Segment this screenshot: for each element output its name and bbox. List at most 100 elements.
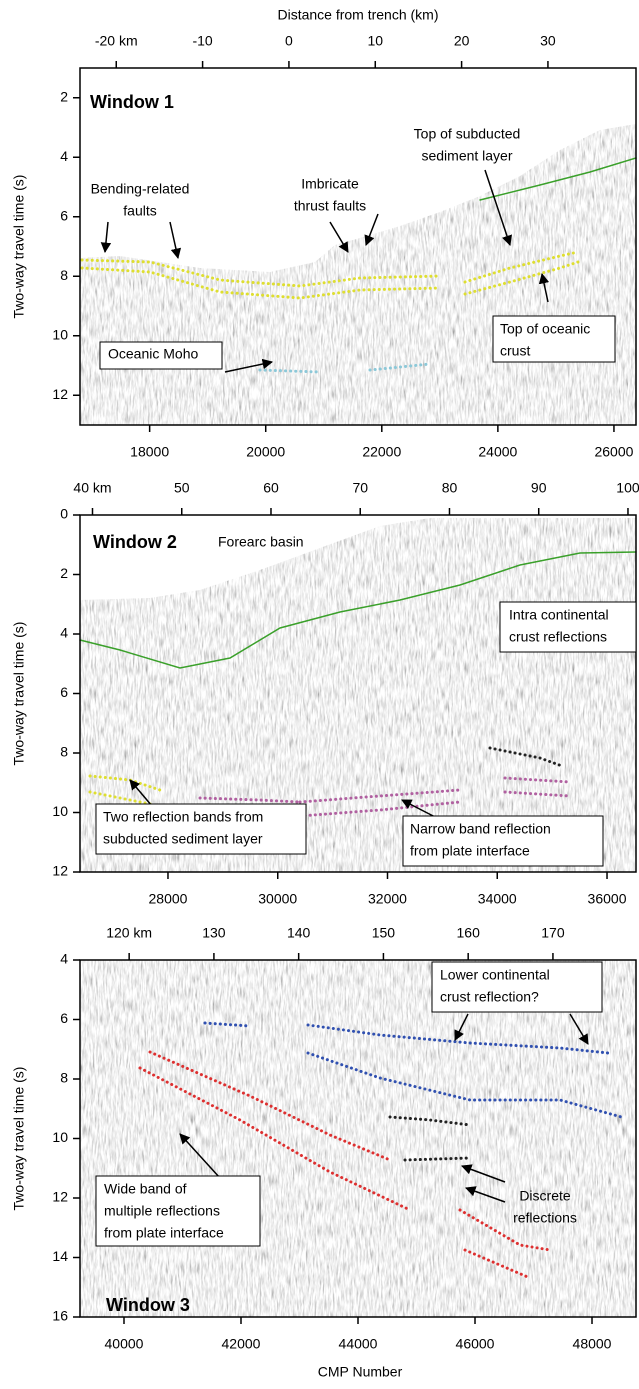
annotation: Oceanic Moho — [108, 346, 198, 362]
x2-tick-label: -10 — [192, 33, 212, 49]
y-tick-label: 4 — [60, 951, 68, 967]
interpretation-line — [198, 796, 302, 804]
y-tick-label: 6 — [60, 1010, 68, 1026]
x-tick-label: 32000 — [368, 891, 407, 907]
x-axis-label: CMP Number — [318, 1364, 403, 1380]
annotation-box — [499, 601, 637, 653]
x2-tick-label: 60 — [263, 480, 279, 496]
panel-title: Window 3 — [106, 1295, 190, 1315]
arrow — [169, 221, 182, 260]
annotation: subducted sediment layer — [103, 831, 263, 847]
annotation-box — [492, 315, 616, 363]
annotation: Intra continental — [509, 607, 609, 623]
arrow — [484, 169, 512, 246]
interpretation-line — [306, 1051, 627, 1120]
x2-tick-label: 140 — [287, 925, 311, 941]
x2-tick-label: 50 — [174, 480, 190, 496]
x2-tick-label: 100 — [616, 480, 639, 496]
x2-tick-label: 80 — [442, 480, 458, 496]
water-column — [80, 515, 636, 600]
arrow — [224, 358, 274, 373]
x2-tick-label: 30 — [540, 33, 556, 49]
x2-tick-label: 90 — [531, 480, 547, 496]
interpretation-line — [80, 266, 442, 300]
y-tick-label: 8 — [60, 267, 68, 283]
interpretation-line — [479, 157, 637, 201]
x2-tick-label: 40 km — [73, 480, 111, 496]
annotation: Wide band of — [104, 1181, 187, 1197]
x2-tick-label: 0 — [285, 33, 293, 49]
y-tick-label: 14 — [52, 1248, 68, 1264]
y-tick-label: 6 — [60, 207, 68, 223]
water-column — [80, 68, 636, 272]
x-tick-label: 42000 — [222, 1336, 261, 1352]
y-tick-label: 16 — [52, 1308, 68, 1324]
annotation: multiple reflections — [104, 1203, 220, 1219]
y-tick-label: 8 — [60, 1070, 68, 1086]
arrow — [364, 213, 379, 246]
interpretation-line — [138, 1066, 412, 1212]
interpretation-line — [463, 250, 580, 284]
arrow — [538, 272, 550, 303]
interpretation-line — [298, 800, 462, 818]
annotation: Discrete — [519, 1188, 571, 1204]
arrow — [329, 221, 349, 253]
x-tick-label: 22000 — [362, 444, 401, 460]
x2-tick-label: 10 — [367, 33, 383, 49]
y-tick-label: 4 — [60, 148, 68, 164]
seismic-image — [80, 960, 636, 1317]
interpretation-line — [403, 1156, 472, 1162]
y-axis-label: Two-way travel time (s) — [11, 622, 27, 766]
x-tick-label: 18000 — [130, 444, 169, 460]
y-tick-label: 6 — [60, 684, 68, 700]
interpretation-line — [148, 1050, 392, 1162]
annotation: Bending-related — [91, 181, 190, 197]
annotation: crust reflections — [509, 629, 607, 645]
x-tick-label: 40000 — [105, 1336, 144, 1352]
annotation: crust reflection? — [440, 989, 539, 1005]
annotation: from plate interface — [410, 843, 530, 859]
interpretation-line — [488, 746, 564, 768]
y-axis-label: Two-way travel time (s) — [11, 175, 27, 319]
arrow — [465, 1186, 506, 1203]
y-tick-label: 8 — [60, 744, 68, 760]
interpretation-line — [258, 368, 322, 374]
interpretation-line — [368, 362, 432, 372]
x2-tick-label: 170 — [541, 925, 565, 941]
x-tick-label: 48000 — [573, 1336, 612, 1352]
y-tick-label: 0 — [60, 506, 68, 522]
y-tick-label: 2 — [60, 88, 68, 104]
interpretation-line — [306, 1023, 610, 1055]
annotation: Forearc basin — [218, 534, 304, 550]
annotation: reflections — [513, 1210, 577, 1226]
x2-axis-label: Distance from trench (km) — [277, 7, 438, 23]
interpretation-line — [503, 790, 572, 798]
panel-title: Window 2 — [93, 532, 177, 552]
y-tick-label: 12 — [52, 863, 68, 879]
x-tick-label: 28000 — [149, 891, 188, 907]
annotation-box — [99, 341, 223, 370]
annotation: Top of oceanic — [500, 321, 590, 337]
annotation-box — [95, 1175, 261, 1247]
x-tick-label: 36000 — [588, 891, 627, 907]
x2-tick-label: -20 km — [95, 33, 138, 49]
x-tick-label: 30000 — [258, 891, 297, 907]
x-tick-label: 46000 — [456, 1336, 495, 1352]
y-axis-label: Two-way travel time (s) — [11, 1067, 27, 1211]
x-tick-label: 34000 — [478, 891, 517, 907]
panel-title: Window 1 — [90, 92, 174, 112]
y-tick-label: 12 — [52, 386, 68, 402]
x2-tick-label: 20 — [454, 33, 470, 49]
annotation: Two reflection bands from — [103, 809, 263, 825]
interpretation-line — [503, 776, 572, 784]
annotation: Narrow band reflection — [410, 821, 551, 837]
x-tick-label: 20000 — [246, 444, 285, 460]
x2-tick-label: 160 — [457, 925, 481, 941]
plot-frame — [79, 67, 637, 426]
interpretation-line — [463, 260, 580, 296]
arrow — [569, 1013, 589, 1045]
y-tick-label: 10 — [52, 1129, 68, 1145]
x2-tick-label: 70 — [352, 480, 368, 496]
y-tick-label: 2 — [60, 565, 68, 581]
